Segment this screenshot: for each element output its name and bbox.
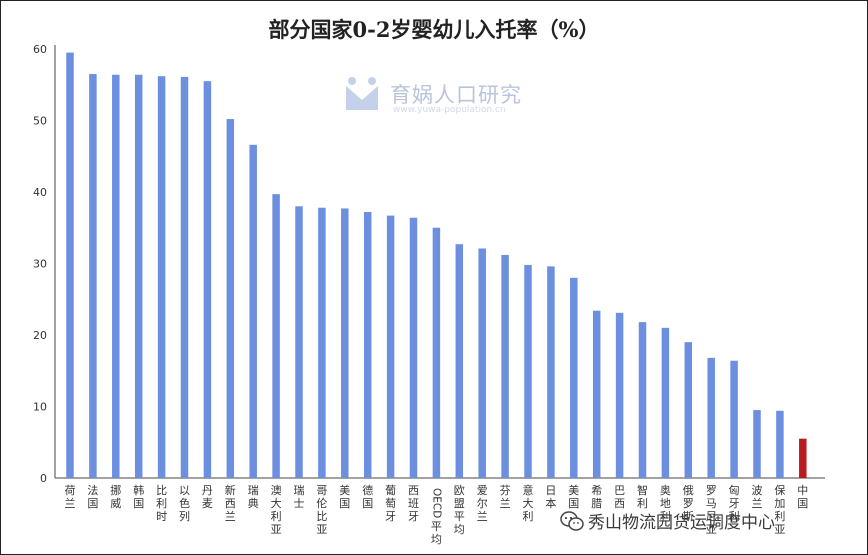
x-tick-label: 爱尔兰 (477, 484, 488, 523)
x-tick-label: 保加利亚 (774, 483, 785, 536)
watermark: 育娲人口研究 (342, 74, 522, 114)
bar (66, 52, 74, 478)
bar (249, 144, 257, 478)
x-tick-label: 奥地利 (660, 483, 671, 523)
bar (684, 342, 693, 478)
chart-title: 部分国家0-2岁婴幼儿入托率（%） (268, 17, 600, 42)
x-tick-label: 澳大利亚 (271, 484, 282, 536)
bar (776, 410, 784, 478)
x-tick-label: 匈牙利 (729, 483, 740, 523)
wechat-icon (560, 510, 584, 531)
bar (615, 312, 624, 478)
bar (318, 207, 326, 479)
y-tick-label: 60 (33, 43, 47, 56)
x-tick-label: 波兰 (752, 484, 763, 510)
x-tick-label: 芬兰 (500, 484, 511, 510)
x-tick-label: 欧盟平均 (454, 484, 465, 536)
x-tick-label: 韩国 (133, 483, 144, 510)
x-tick-label: 罗马尼亚 (706, 484, 717, 536)
x-tick-label: 智利 (637, 483, 648, 510)
x-tick-label: 德国 (362, 483, 373, 510)
x-tick-label: 法国 (87, 483, 98, 510)
x-tick-label-char: 平 (431, 520, 442, 533)
x-tick-label: 西班牙 (408, 484, 419, 523)
bar (638, 322, 647, 478)
bar (226, 119, 235, 478)
x-tick-label: 日本 (545, 484, 556, 510)
footer-source: 秀山物流园货运调度中心 (560, 508, 775, 533)
bar (547, 266, 555, 478)
bar (295, 206, 303, 479)
bar (409, 217, 418, 479)
x-tick-label: 中国 (797, 484, 808, 510)
bar (341, 208, 349, 478)
x-tick-label: 希腊 (591, 483, 602, 510)
x-tick-label: 美国 (339, 484, 350, 510)
x-tick-label: 瑞士 (294, 483, 305, 510)
bar (203, 81, 212, 479)
x-tick-label: 美国 (568, 484, 579, 510)
bar (89, 74, 97, 479)
footer-source-text: 秀山物流园货运调度中心 (588, 513, 775, 533)
x-tick-label: OECD (430, 488, 442, 518)
x-tick-label: 葡萄牙 (385, 484, 396, 523)
bar (707, 357, 715, 478)
bar (661, 327, 670, 478)
x-tick-label: 巴西 (614, 484, 625, 510)
bar (501, 254, 509, 478)
y-tick-label: 40 (33, 186, 47, 199)
x-tick-label: 俄罗斯 (683, 484, 694, 523)
bar (524, 264, 532, 478)
x-tick-label: 荷兰 (65, 484, 76, 510)
x-tick-label: 意大利 (523, 483, 534, 523)
bar (799, 438, 807, 478)
bar (363, 212, 372, 478)
bar (112, 74, 120, 479)
bar (753, 410, 761, 478)
bar (455, 244, 464, 478)
bar (180, 76, 189, 478)
bar (432, 227, 441, 478)
watermark-url: www.yuwa-population.cn (393, 105, 506, 115)
x-tick-label: 哥伦比亚 (316, 484, 327, 536)
x-tick-label: 挪威 (110, 483, 121, 510)
y-tick-label: 20 (33, 329, 47, 342)
bar (272, 194, 280, 478)
watermark-brand: 育娲人口研究 (390, 83, 522, 107)
bar (157, 76, 166, 479)
y-tick-label: 10 (33, 401, 47, 414)
x-tick-label: 新西兰 (225, 483, 236, 523)
y-tick-label: 50 (33, 115, 47, 128)
y-tick-label: 30 (33, 258, 47, 271)
x-tick-label: 丹麦 (202, 484, 213, 510)
x-tick-label: 以色列 (179, 484, 190, 523)
watermark-logo-icon (346, 77, 378, 110)
x-tick-label: 比利时 (156, 484, 167, 523)
bar (730, 360, 738, 478)
y-tick-label: 0 (40, 472, 47, 485)
bar (386, 215, 395, 478)
bar (134, 74, 143, 479)
bar (592, 310, 601, 478)
bar (570, 277, 578, 478)
x-tick-label-char: 均 (431, 533, 442, 546)
x-tick-label: 瑞典 (248, 483, 259, 510)
bar (478, 248, 486, 478)
